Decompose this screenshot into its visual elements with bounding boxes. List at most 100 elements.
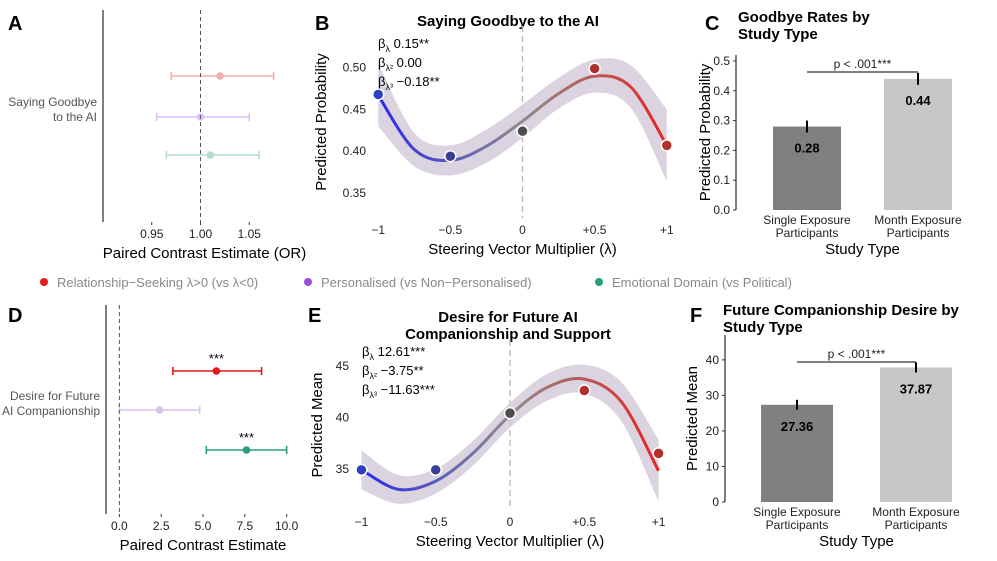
bar-value-label: 0.44 [905, 93, 931, 108]
data-point [444, 149, 457, 163]
x-tick-label: −0.5 [439, 223, 463, 237]
row-label: Desire for Future [10, 389, 100, 403]
panel-letter: C [705, 13, 719, 35]
y-tick-label: 35 [336, 462, 350, 476]
data-point [660, 139, 674, 152]
significance-stars: *** [209, 351, 224, 366]
significance-stars: *** [239, 430, 254, 445]
significance-annotation: p < .001*** [834, 57, 892, 71]
legend-label: Personalised (vs Non−Personalised) [321, 275, 532, 290]
y-tick-label: 0.50 [343, 61, 367, 75]
panel-letter: B [315, 13, 329, 35]
estimate-point [212, 367, 221, 375]
y-axis-label: Predicted Mean [684, 366, 701, 471]
x-axis-label: Study Type [825, 241, 900, 258]
y-tick-label: 0.3 [713, 114, 730, 128]
data-point [652, 447, 665, 460]
x-tick-label: Single Exposure [763, 213, 851, 227]
forest-series [165, 151, 260, 159]
x-tick-label: +0.5 [583, 223, 607, 237]
row-label: AI Companionship [2, 404, 100, 418]
panel-title: Desire for Future AI [438, 309, 577, 326]
panel-title: Future Companionship Desire by [723, 302, 960, 319]
y-tick-label: 0.40 [343, 144, 367, 158]
data-point [355, 463, 368, 477]
x-tick-label: −0.5 [424, 515, 448, 529]
bar-value-label: 27.36 [781, 419, 814, 434]
coefficient-label: βλ² −3.75** [362, 363, 424, 381]
y-tick-label: 30 [706, 388, 720, 402]
forest-series [205, 446, 288, 454]
panel-B: B Saying Goodbye to the AI 0.35 0.40 0.45 0.5… [313, 13, 674, 258]
coefficient-label: βλ² 0.00 [378, 55, 422, 73]
data-point [516, 124, 529, 138]
legend: Relationship−Seeking λ>0 (vs λ<0) Persona… [40, 275, 792, 290]
y-tick-label: 40 [706, 353, 720, 367]
legend-marker [304, 278, 312, 286]
panel-title: Study Type [738, 26, 818, 43]
x-tick-label: +0.5 [572, 515, 596, 529]
y-tick-label: 20 [706, 424, 720, 438]
x-tick-label: 0.95 [140, 227, 164, 241]
estimate-point [242, 446, 251, 454]
bar-value-label: 37.87 [900, 381, 933, 396]
y-tick-label: 0.45 [343, 102, 367, 116]
y-tick-label: 45 [336, 359, 350, 373]
panel-title: Companionship and Support [405, 326, 611, 343]
bar-value-label: 0.28 [794, 141, 819, 156]
bar [761, 404, 833, 502]
forest-series [118, 406, 201, 414]
legend-marker [40, 278, 48, 286]
estimate-point [216, 72, 224, 80]
coefficient-label: βλ 12.61*** [362, 344, 425, 362]
estimate-point [196, 113, 205, 121]
bar [884, 78, 952, 210]
x-axis-label: Paired Contrast Estimate [120, 537, 287, 554]
x-tick-label: −1 [371, 223, 385, 237]
coefficient-label: βλ³ −11.63*** [362, 382, 435, 400]
x-axis-label: Study Type [819, 533, 894, 550]
panel-title: Study Type [723, 319, 803, 336]
x-tick-label: 1.00 [189, 227, 213, 241]
x-tick-label: Participants [776, 226, 839, 240]
x-tick-label: +1 [660, 223, 674, 237]
data-point [429, 463, 442, 477]
x-tick-label: 7.5 [236, 519, 253, 533]
x-tick-label: −1 [355, 515, 369, 529]
x-tick-label: Participants [885, 518, 948, 532]
row-label: Saying Goodbye [8, 95, 97, 109]
x-tick-label: Participants [887, 226, 950, 240]
x-tick-label: 0 [519, 223, 526, 237]
forest-series [170, 72, 275, 80]
y-tick-label: 40 [336, 410, 350, 424]
x-tick-label: 10.0 [275, 519, 299, 533]
y-tick-label: 0.4 [713, 84, 730, 98]
estimate-point [206, 151, 215, 159]
data-point [588, 62, 601, 75]
panel-letter: F [690, 305, 702, 327]
x-tick-label: 5.0 [195, 519, 212, 533]
x-tick-label: 0.0 [111, 519, 128, 533]
x-tick-label: Participants [766, 518, 829, 532]
coefficient-label: βλ³ −0.18** [378, 74, 440, 92]
panel-letter: A [8, 13, 22, 35]
y-axis-label: Predicted Mean [309, 372, 326, 477]
y-tick-label: 0.35 [343, 186, 367, 200]
y-tick-label: 0.1 [713, 173, 730, 187]
x-axis-label: Steering Vector Multiplier (λ) [428, 241, 616, 258]
row-label: to the AI [53, 110, 97, 124]
y-tick-label: 0 [712, 495, 719, 509]
data-point [503, 406, 517, 420]
data-point [578, 384, 591, 397]
significance-annotation: p < .001*** [828, 347, 886, 361]
estimate-point [155, 406, 164, 414]
bar [880, 367, 952, 502]
x-tick-label: Month Exposure [872, 505, 960, 519]
y-axis-label: Predicted Probability [313, 53, 330, 191]
